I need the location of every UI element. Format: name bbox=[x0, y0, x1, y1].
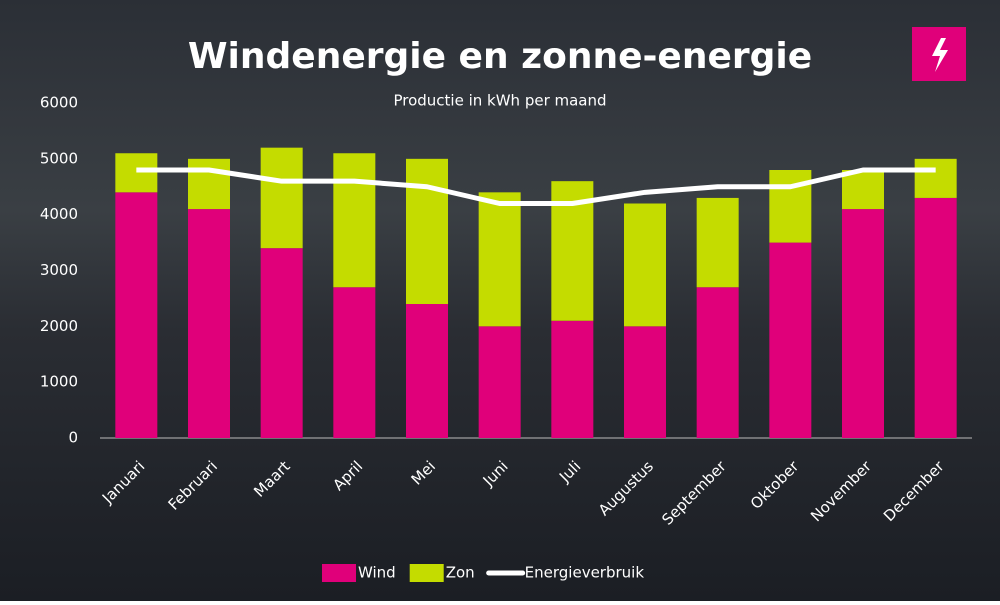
bar bbox=[406, 304, 448, 438]
bar bbox=[478, 192, 521, 327]
legend-swatch bbox=[322, 564, 356, 582]
x-tick-label: September bbox=[658, 457, 730, 529]
x-tick-label: Januari bbox=[98, 457, 148, 507]
legend-label: Wind bbox=[358, 564, 396, 582]
y-tick-label: 4000 bbox=[40, 205, 78, 223]
legend-item: Zon bbox=[409, 564, 475, 582]
bar bbox=[624, 203, 666, 327]
legend-item: Energieverbruik bbox=[486, 564, 645, 582]
chart-subtitle: Productie in kWh per maand bbox=[393, 92, 606, 110]
y-tick-label: 3000 bbox=[40, 261, 78, 279]
bar bbox=[260, 147, 303, 249]
bar bbox=[842, 170, 884, 210]
bar bbox=[914, 158, 957, 198]
x-tick-label: Juni bbox=[479, 457, 512, 490]
bar bbox=[260, 248, 303, 438]
legend-label: Energieverbruik bbox=[525, 564, 645, 582]
x-tick-label: Augustus bbox=[595, 457, 657, 519]
bar bbox=[914, 197, 957, 438]
bar bbox=[333, 153, 376, 288]
legend-item: Wind bbox=[322, 564, 396, 582]
bar bbox=[478, 326, 521, 438]
bar bbox=[696, 197, 739, 288]
bar bbox=[406, 158, 448, 304]
legend-label: Zon bbox=[446, 564, 475, 582]
line bbox=[136, 167, 936, 206]
x-tick-label: Februari bbox=[165, 457, 221, 513]
x-tick-label: December bbox=[880, 457, 948, 525]
bar bbox=[551, 320, 594, 438]
x-tick-label: Maart bbox=[250, 457, 293, 500]
y-tick-label: 6000 bbox=[40, 94, 78, 112]
x-tick-label: April bbox=[329, 457, 366, 494]
bar bbox=[333, 287, 376, 438]
y-tick-label: 5000 bbox=[40, 149, 78, 167]
x-tick-label: Mei bbox=[408, 457, 439, 488]
x-tick-label: November bbox=[807, 457, 875, 525]
y-tick-label: 2000 bbox=[40, 317, 78, 335]
y-tick-label: 1000 bbox=[40, 373, 78, 391]
x-tick-label: Juli bbox=[555, 457, 584, 486]
bar bbox=[769, 242, 812, 438]
bar bbox=[696, 287, 739, 438]
bar bbox=[115, 192, 158, 438]
bar bbox=[115, 153, 158, 193]
chart-title: Windenergie en zonne-energie bbox=[188, 36, 812, 77]
x-tick-label: Oktober bbox=[747, 457, 803, 513]
bar bbox=[188, 158, 230, 210]
y-tick-label: 0 bbox=[68, 429, 78, 447]
bar bbox=[842, 209, 884, 438]
bar bbox=[624, 326, 666, 438]
logo bbox=[912, 27, 966, 81]
bar bbox=[188, 209, 230, 438]
legend-swatch bbox=[409, 564, 444, 582]
